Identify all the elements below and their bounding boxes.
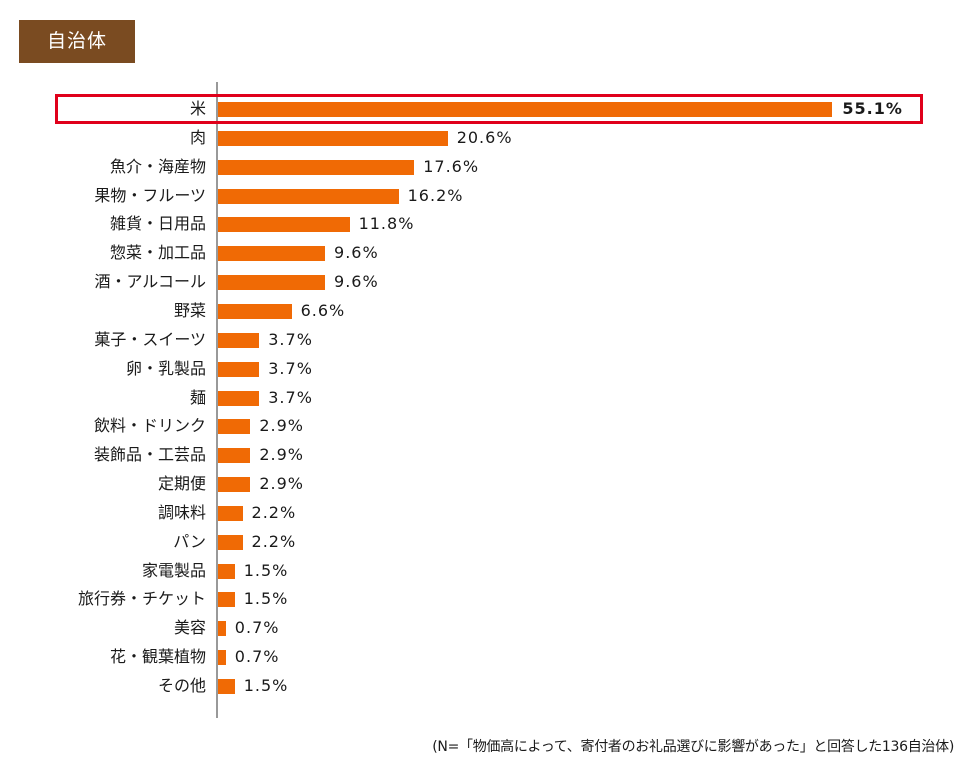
bar bbox=[218, 390, 260, 406]
bar bbox=[218, 159, 415, 175]
bar-row: 魚介・海産物 17.6% bbox=[0, 153, 980, 181]
category-label: 菓子・スイーツ bbox=[94, 329, 206, 349]
category-label: 惣菜・加工品 bbox=[109, 243, 206, 263]
value-label: 2.9% bbox=[259, 416, 304, 436]
category-label: その他 bbox=[157, 676, 206, 695]
category-label: 米 bbox=[189, 99, 206, 118]
category-badge: 自治体 bbox=[19, 20, 135, 63]
category-label: 野菜 bbox=[173, 300, 206, 320]
value-label: 3.7% bbox=[268, 358, 313, 378]
category-label: 花・観葉植物 bbox=[109, 647, 206, 667]
bar-row: 雑貨・日用品 11.8% bbox=[0, 210, 980, 238]
bar bbox=[218, 650, 226, 666]
bar-row: 菓子・スイーツ 3.7% bbox=[0, 326, 980, 354]
bar bbox=[218, 217, 350, 233]
value-label: 16.2% bbox=[407, 185, 464, 205]
value-label: 0.7% bbox=[234, 618, 280, 638]
value-label: 3.7% bbox=[268, 387, 313, 407]
value-label: 3.7% bbox=[268, 329, 313, 349]
value-label: 1.5% bbox=[243, 560, 289, 580]
value-label: 17.6% bbox=[423, 156, 480, 176]
bar-row: 肉 20.6% bbox=[0, 124, 980, 152]
category-label: 美容 bbox=[173, 618, 206, 638]
bar bbox=[218, 130, 448, 146]
bar-row: 旅行券・チケット 1.5% bbox=[0, 585, 980, 613]
category-label: 肉 bbox=[189, 127, 206, 147]
bar bbox=[218, 621, 226, 637]
bar-row: 花・観葉植物 0.7% bbox=[0, 643, 980, 671]
bar bbox=[218, 275, 326, 291]
value-label: 0.7% bbox=[234, 647, 280, 667]
bar bbox=[218, 679, 235, 694]
category-label: 酒・アルコール bbox=[94, 272, 206, 292]
value-label: 1.5% bbox=[243, 676, 289, 695]
category-label: 調味料 bbox=[157, 502, 206, 522]
value-label: 11.8% bbox=[358, 214, 415, 234]
y-axis-line bbox=[216, 82, 218, 718]
bar-row: 果物・フルーツ 16.2% bbox=[0, 182, 980, 210]
bar bbox=[218, 102, 833, 117]
bar-row: 酒・アルコール 9.6% bbox=[0, 268, 980, 296]
bar bbox=[218, 303, 292, 319]
bar bbox=[218, 361, 260, 377]
footnote: (N=「物価高によって、寄付者のお礼品選びに影響があった」と回答した136自治体… bbox=[432, 739, 954, 755]
value-label: 20.6% bbox=[456, 127, 513, 147]
category-label: 定期便 bbox=[157, 474, 206, 494]
bar bbox=[218, 534, 243, 550]
category-label: 旅行券・チケット bbox=[77, 589, 206, 609]
bar-row: その他 1.5% bbox=[0, 672, 980, 700]
bar-row: 装飾品・工芸品 2.9% bbox=[0, 441, 980, 469]
bar bbox=[218, 419, 251, 435]
value-label: 2.9% bbox=[259, 474, 304, 494]
category-label: 魚介・海産物 bbox=[109, 156, 206, 176]
category-label: 雑貨・日用品 bbox=[109, 214, 206, 234]
bar-row: 美容 0.7% bbox=[0, 614, 980, 642]
category-label: 麺 bbox=[189, 387, 206, 407]
bar-row: 麺 3.7% bbox=[0, 384, 980, 412]
category-label: 卵・乳製品 bbox=[125, 358, 206, 378]
category-label: 果物・フルーツ bbox=[94, 185, 206, 205]
bar bbox=[218, 246, 326, 262]
value-label: 6.6% bbox=[300, 300, 346, 320]
bar-row: 家電製品 1.5% bbox=[0, 557, 980, 585]
value-label: 9.6% bbox=[334, 272, 379, 292]
bar bbox=[218, 477, 251, 493]
bar-row: 惣菜・加工品 9.6% bbox=[0, 239, 980, 267]
category-label: パン bbox=[173, 531, 206, 551]
bar-row: 卵・乳製品 3.7% bbox=[0, 355, 980, 383]
value-label: 2.9% bbox=[259, 445, 304, 465]
bar bbox=[218, 448, 251, 464]
bar bbox=[218, 563, 235, 579]
bar-row: 米 55.1% bbox=[0, 95, 980, 123]
bar bbox=[218, 188, 399, 204]
value-label: 55.1% bbox=[842, 99, 903, 118]
bar bbox=[218, 505, 243, 521]
value-label: 2.2% bbox=[251, 531, 297, 551]
bar-row: パン 2.2% bbox=[0, 528, 980, 556]
bar-row: 定期便 2.9% bbox=[0, 470, 980, 498]
bar-row: 野菜 6.6% bbox=[0, 297, 980, 325]
bar-row: 飲料・ドリンク 2.9% bbox=[0, 412, 980, 440]
bar bbox=[218, 332, 260, 348]
value-label: 1.5% bbox=[243, 589, 289, 609]
category-label: 家電製品 bbox=[141, 560, 206, 580]
category-label: 飲料・ドリンク bbox=[93, 416, 206, 436]
category-label: 装飾品・工芸品 bbox=[93, 445, 206, 465]
bar bbox=[218, 592, 235, 608]
highlight-box-rice bbox=[55, 94, 923, 124]
value-label: 9.6% bbox=[334, 243, 379, 263]
bar-row: 調味料 2.2% bbox=[0, 499, 980, 527]
value-label: 2.2% bbox=[251, 502, 297, 522]
